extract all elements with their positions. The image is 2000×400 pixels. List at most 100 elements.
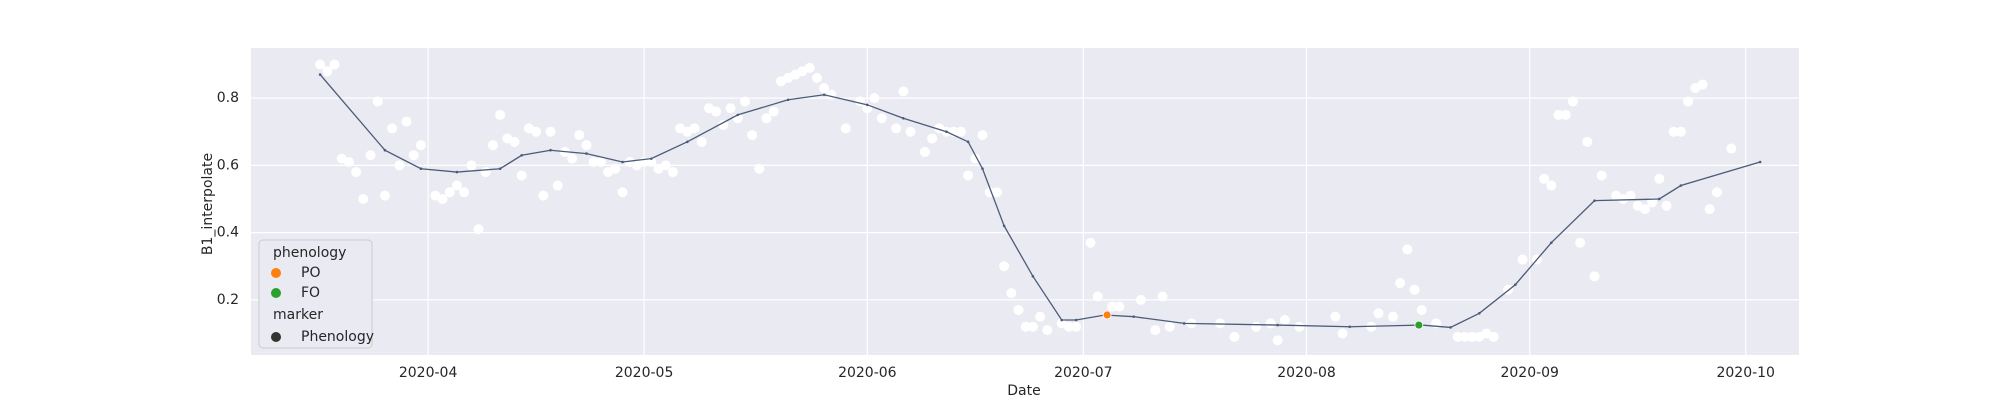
data-point xyxy=(610,163,621,174)
line-vertex xyxy=(650,157,653,160)
data-point xyxy=(588,156,599,167)
marks xyxy=(315,59,1762,346)
line-vertex xyxy=(621,160,624,164)
line-vertex xyxy=(966,140,970,144)
data-point xyxy=(415,140,426,151)
line-vertex xyxy=(1276,323,1280,327)
data-point xyxy=(840,123,851,134)
data-point xyxy=(689,123,700,134)
data-point xyxy=(329,59,340,70)
data-point xyxy=(1546,180,1557,191)
line-vertex xyxy=(1658,197,1661,201)
data-point xyxy=(372,96,383,107)
data-point xyxy=(358,193,369,204)
x-tick-label: 2020-04 xyxy=(399,365,458,381)
data-point xyxy=(1452,331,1463,342)
data-point xyxy=(581,140,592,151)
data-point xyxy=(1517,254,1528,265)
data-point xyxy=(1035,311,1046,322)
data-point xyxy=(1459,331,1470,342)
data-point xyxy=(811,72,822,83)
line-vertex xyxy=(419,167,423,171)
line-vertex xyxy=(1132,315,1136,318)
data-point xyxy=(1157,291,1168,302)
data-point xyxy=(905,126,916,137)
data-point xyxy=(1395,278,1406,289)
data-point xyxy=(1114,301,1125,312)
data-point xyxy=(1337,328,1348,339)
data-point xyxy=(315,59,326,70)
data-point xyxy=(711,106,722,117)
data-point xyxy=(1265,318,1276,329)
data-point xyxy=(1063,321,1074,332)
data-point xyxy=(1416,304,1427,315)
line-vertex xyxy=(736,113,740,117)
line-vertex xyxy=(383,148,387,152)
data-point xyxy=(531,126,542,137)
data-point xyxy=(747,130,758,141)
legend-title: phenology xyxy=(273,245,346,261)
data-point xyxy=(977,130,988,141)
line-vertex xyxy=(1679,184,1683,187)
data-point xyxy=(379,190,390,201)
line-vertex xyxy=(1449,326,1452,329)
phenology-point xyxy=(1414,320,1424,330)
line-vertex xyxy=(1060,318,1064,322)
data-point xyxy=(667,167,678,178)
data-point xyxy=(322,66,333,77)
data-point xyxy=(768,106,779,117)
data-point xyxy=(595,156,606,167)
data-point xyxy=(1675,126,1686,137)
x-tick-label: 2020-06 xyxy=(838,365,897,381)
data-point xyxy=(826,89,837,100)
data-point xyxy=(459,187,470,198)
data-point xyxy=(1164,321,1175,332)
data-point xyxy=(1711,187,1722,198)
data-point xyxy=(898,86,909,97)
data-point xyxy=(1071,321,1082,332)
line-vertex xyxy=(1002,224,1006,228)
line-vertex xyxy=(1478,312,1481,315)
line-vertex xyxy=(786,98,790,102)
line-vertex xyxy=(981,167,984,171)
data-point xyxy=(1726,143,1737,154)
data-point xyxy=(804,62,815,73)
data-point xyxy=(394,160,405,171)
y-tick-label: 0.8 xyxy=(217,90,239,106)
y-tick-label: 0.6 xyxy=(217,157,239,173)
line-vertex xyxy=(902,116,905,120)
data-point xyxy=(1092,291,1103,302)
data-point xyxy=(963,170,974,181)
plot-area xyxy=(251,48,1799,355)
x-axis-label: Date xyxy=(1007,383,1040,399)
line-vertex xyxy=(945,130,948,134)
data-point xyxy=(617,187,628,198)
data-point xyxy=(991,187,1002,198)
data-point xyxy=(552,180,563,191)
line-vertex xyxy=(1550,241,1553,244)
data-point xyxy=(819,83,830,94)
data-point xyxy=(1560,109,1571,120)
data-point xyxy=(466,160,477,171)
data-point xyxy=(1402,244,1413,255)
data-point xyxy=(1135,294,1146,305)
data-point xyxy=(1409,284,1420,295)
data-point xyxy=(1668,126,1679,137)
data-point xyxy=(1683,96,1694,107)
data-point xyxy=(1294,321,1305,332)
x-tick-label: 2020-07 xyxy=(1054,365,1113,381)
line-vertex xyxy=(1514,283,1517,287)
data-point xyxy=(408,150,419,161)
data-point xyxy=(1589,271,1600,282)
line-vertex xyxy=(1593,199,1596,202)
legend-label: FO xyxy=(301,285,320,301)
line-vertex xyxy=(318,73,322,76)
data-point xyxy=(567,153,578,164)
legend-label: PO xyxy=(301,265,320,281)
data-point xyxy=(891,123,902,134)
line-vertex xyxy=(498,167,502,171)
data-point xyxy=(1330,311,1341,322)
x-tick-label: 2020-08 xyxy=(1277,365,1336,381)
